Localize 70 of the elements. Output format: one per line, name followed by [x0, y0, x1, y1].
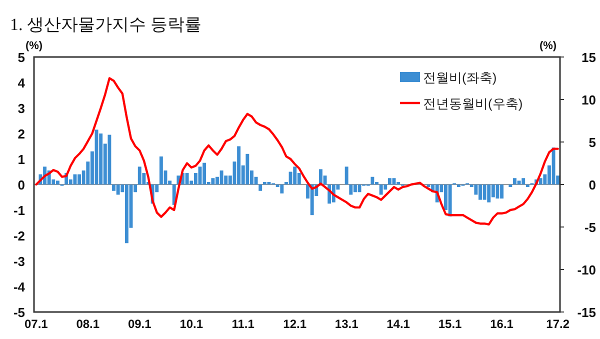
bar	[482, 184, 486, 200]
y-tick-label: -1	[13, 203, 25, 218]
bar	[379, 184, 383, 195]
bar	[220, 170, 224, 184]
bar	[124, 184, 128, 244]
bar	[185, 173, 189, 184]
legend-label: 전월비(좌축)	[423, 70, 497, 85]
x-tick-label: 15.1	[438, 317, 462, 331]
bar	[349, 184, 353, 195]
y2-tick-label: 15	[582, 50, 596, 65]
y-tick-label: -4	[13, 280, 26, 294]
bar	[237, 146, 241, 184]
bar	[522, 178, 526, 184]
x-tick-label: 13.1	[334, 317, 359, 331]
bar	[262, 182, 266, 184]
x-tick-label: 07.1	[24, 317, 48, 331]
y2-tick-label: -10	[577, 262, 596, 278]
bar	[517, 180, 521, 184]
x-tick-label: 14.1	[386, 317, 410, 331]
bar	[456, 184, 460, 188]
bar	[280, 184, 284, 194]
bar	[246, 154, 250, 184]
y2-tick-label: 0	[588, 178, 596, 192]
bar	[116, 184, 120, 195]
bar	[73, 174, 77, 184]
bar	[56, 180, 60, 184]
bar	[99, 134, 103, 184]
chart-title: 1. 생산자물가지수 등락률	[10, 15, 202, 34]
y-tick-label: 1	[18, 152, 25, 167]
bar	[487, 184, 491, 202]
bar	[138, 166, 142, 184]
y2-axis-title: (%)	[539, 40, 557, 52]
y-tick-label: 4	[18, 76, 26, 90]
x-tick-label: 17.2	[546, 317, 570, 331]
y-tick-label: 0	[18, 178, 25, 192]
bar	[211, 178, 215, 184]
bar	[159, 156, 163, 184]
bar	[293, 166, 297, 184]
x-tick-label: 08.1	[76, 317, 100, 331]
bar	[538, 178, 542, 184]
y2-tick-label: -15	[577, 305, 596, 320]
bar	[344, 166, 348, 184]
y-tick-label: -2	[13, 228, 25, 244]
y2-tick-label: 5	[588, 135, 596, 150]
bar	[388, 178, 392, 184]
y2-tick-label: -5	[584, 220, 596, 235]
y-tick-label: -5	[13, 305, 25, 320]
bar	[448, 184, 452, 216]
legend-label: 전년동월비(우축)	[423, 96, 523, 111]
bar	[500, 184, 504, 199]
x-tick-label: 12.1	[283, 317, 307, 331]
bar	[526, 184, 530, 188]
bar	[108, 134, 112, 184]
bar	[508, 184, 512, 188]
x-tick-label: 10.1	[180, 317, 204, 331]
x-tick-label: 16.1	[490, 317, 514, 331]
y-tick-label: 5	[18, 50, 25, 65]
bar	[202, 162, 206, 184]
bar	[258, 184, 262, 191]
y-tick-label: 2	[18, 126, 25, 142]
bar	[396, 182, 400, 184]
bar	[552, 148, 556, 184]
x-tick-label: 11.1	[232, 317, 255, 331]
bar	[353, 184, 357, 192]
y-axis-title: (%)	[25, 40, 43, 52]
bar	[370, 176, 374, 184]
y-tick-label: -3	[13, 254, 25, 269]
y-tick-label: 3	[18, 101, 25, 116]
y2-tick-label: 10	[582, 92, 596, 108]
x-tick-label: 09.1	[128, 317, 152, 331]
